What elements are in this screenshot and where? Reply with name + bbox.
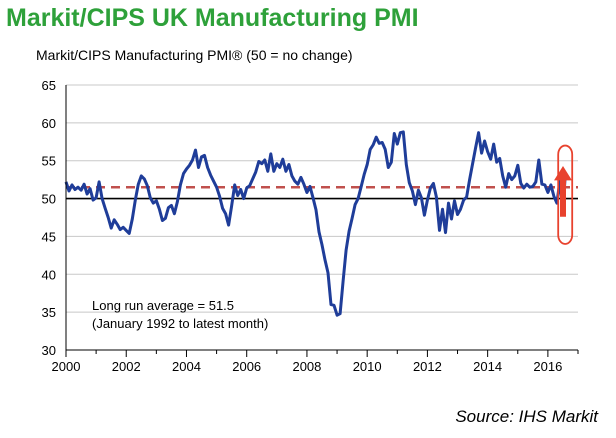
source-note: Source: IHS Markit: [455, 407, 598, 426]
y-tick-label: 35: [42, 305, 56, 320]
y-tick-label: 50: [42, 192, 56, 207]
x-tick-label: 2008: [292, 359, 321, 374]
x-tick-label: 2004: [172, 359, 201, 374]
x-tick-label: 2006: [232, 359, 261, 374]
y-tick-label: 60: [42, 116, 56, 131]
x-axis-ticks: 2000 2002 2004 2006 2008 2010 2012 2014 2016: [52, 350, 579, 374]
chart-subtitle: Markit/CIPS Manufacturing PMI® (50 = no …: [36, 47, 353, 63]
long-run-average-period-label: (January 1992 to latest month): [92, 316, 268, 331]
y-tick-label: 45: [42, 229, 56, 244]
data-series: [64, 130, 567, 317]
highlight-oval: [557, 144, 574, 245]
axes: [65, 85, 578, 351]
reference-lines: [66, 185, 578, 200]
x-tick-label: 2002: [112, 359, 141, 374]
x-tick-label: 2016: [533, 359, 562, 374]
x-tick-label: 2000: [52, 359, 81, 374]
y-tick-label: 55: [42, 154, 56, 169]
y-axis-ticks: 30 35 40 45 50 55 60 65: [42, 78, 56, 358]
y-tick-label: 40: [42, 267, 56, 282]
chart-title: Markit/CIPS UK Manufacturing PMI: [6, 4, 419, 32]
pmi-series-line: [64, 130, 567, 317]
up-arrow-icon: [554, 166, 572, 217]
long-run-average-label: Long run average = 51.5: [92, 298, 234, 313]
y-tick-label: 30: [42, 343, 56, 358]
x-tick-label: 2014: [473, 359, 502, 374]
annotations: Long run average = 51.5 (January 1992 to …: [92, 298, 268, 331]
gridlines: [66, 84, 578, 313]
latest-highlight: [554, 144, 574, 245]
x-tick-label: 2010: [353, 359, 382, 374]
y-tick-label: 65: [42, 78, 56, 93]
x-tick-label: 2012: [413, 359, 442, 374]
